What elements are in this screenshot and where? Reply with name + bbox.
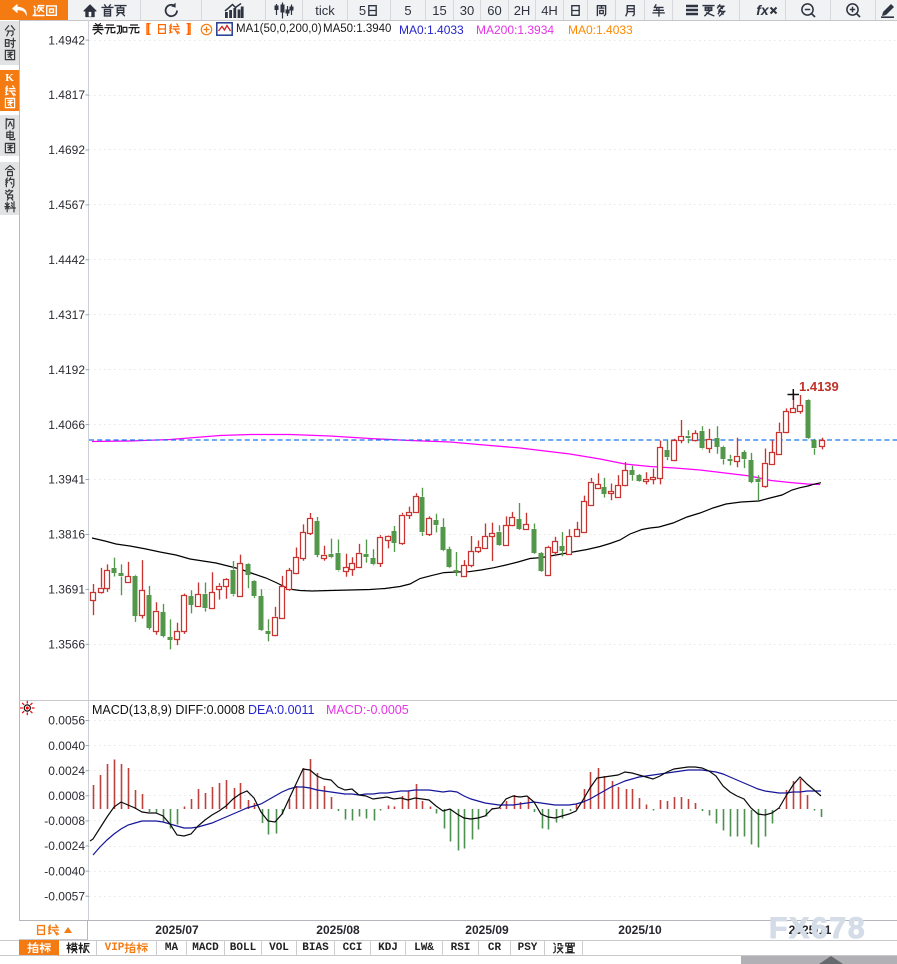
svg-text:1.4139: 1.4139	[799, 379, 839, 394]
svg-text:0.0008: 0.0008	[48, 789, 85, 803]
svg-text:1.4192: 1.4192	[48, 363, 85, 377]
svg-text:1.4317: 1.4317	[48, 308, 85, 322]
svg-text:0.0024: 0.0024	[48, 764, 85, 778]
svg-text:1.4692: 1.4692	[48, 143, 85, 157]
svg-text:DEA:0.0011: DEA:0.0011	[248, 703, 315, 717]
svg-text:1.3816: 1.3816	[48, 528, 85, 542]
svg-text:1.3566: 1.3566	[48, 638, 85, 652]
svg-text:1.4942: 1.4942	[48, 33, 85, 47]
svg-text:0.0056: 0.0056	[48, 714, 85, 728]
svg-text:1.4066: 1.4066	[48, 418, 85, 432]
svg-text:-0.0024: -0.0024	[44, 839, 85, 853]
svg-text:MACD:-0.0005: MACD:-0.0005	[326, 703, 409, 717]
svg-text:FX678: FX678	[769, 912, 866, 945]
svg-text:2025/10: 2025/10	[618, 923, 662, 937]
svg-text:2025/11: 2025/11	[789, 923, 832, 937]
svg-text:-0.0040: -0.0040	[44, 864, 85, 878]
svg-text:MACD(13,8,9) DIFF:0.0008: MACD(13,8,9) DIFF:0.0008	[92, 703, 245, 717]
svg-text:2025/07: 2025/07	[155, 923, 199, 937]
svg-text:1.4567: 1.4567	[48, 198, 85, 212]
svg-text:-0.0008: -0.0008	[44, 814, 85, 828]
svg-text:2025/09: 2025/09	[465, 923, 509, 937]
svg-text:1.3691: 1.3691	[48, 583, 85, 597]
svg-text:-0.0057: -0.0057	[44, 889, 85, 903]
svg-text:1.4442: 1.4442	[48, 253, 85, 267]
svg-text:2025/08: 2025/08	[316, 923, 360, 937]
svg-text:1.4817: 1.4817	[48, 88, 85, 102]
svg-text:1.3941: 1.3941	[48, 473, 85, 487]
svg-text:0.0040: 0.0040	[48, 739, 85, 753]
